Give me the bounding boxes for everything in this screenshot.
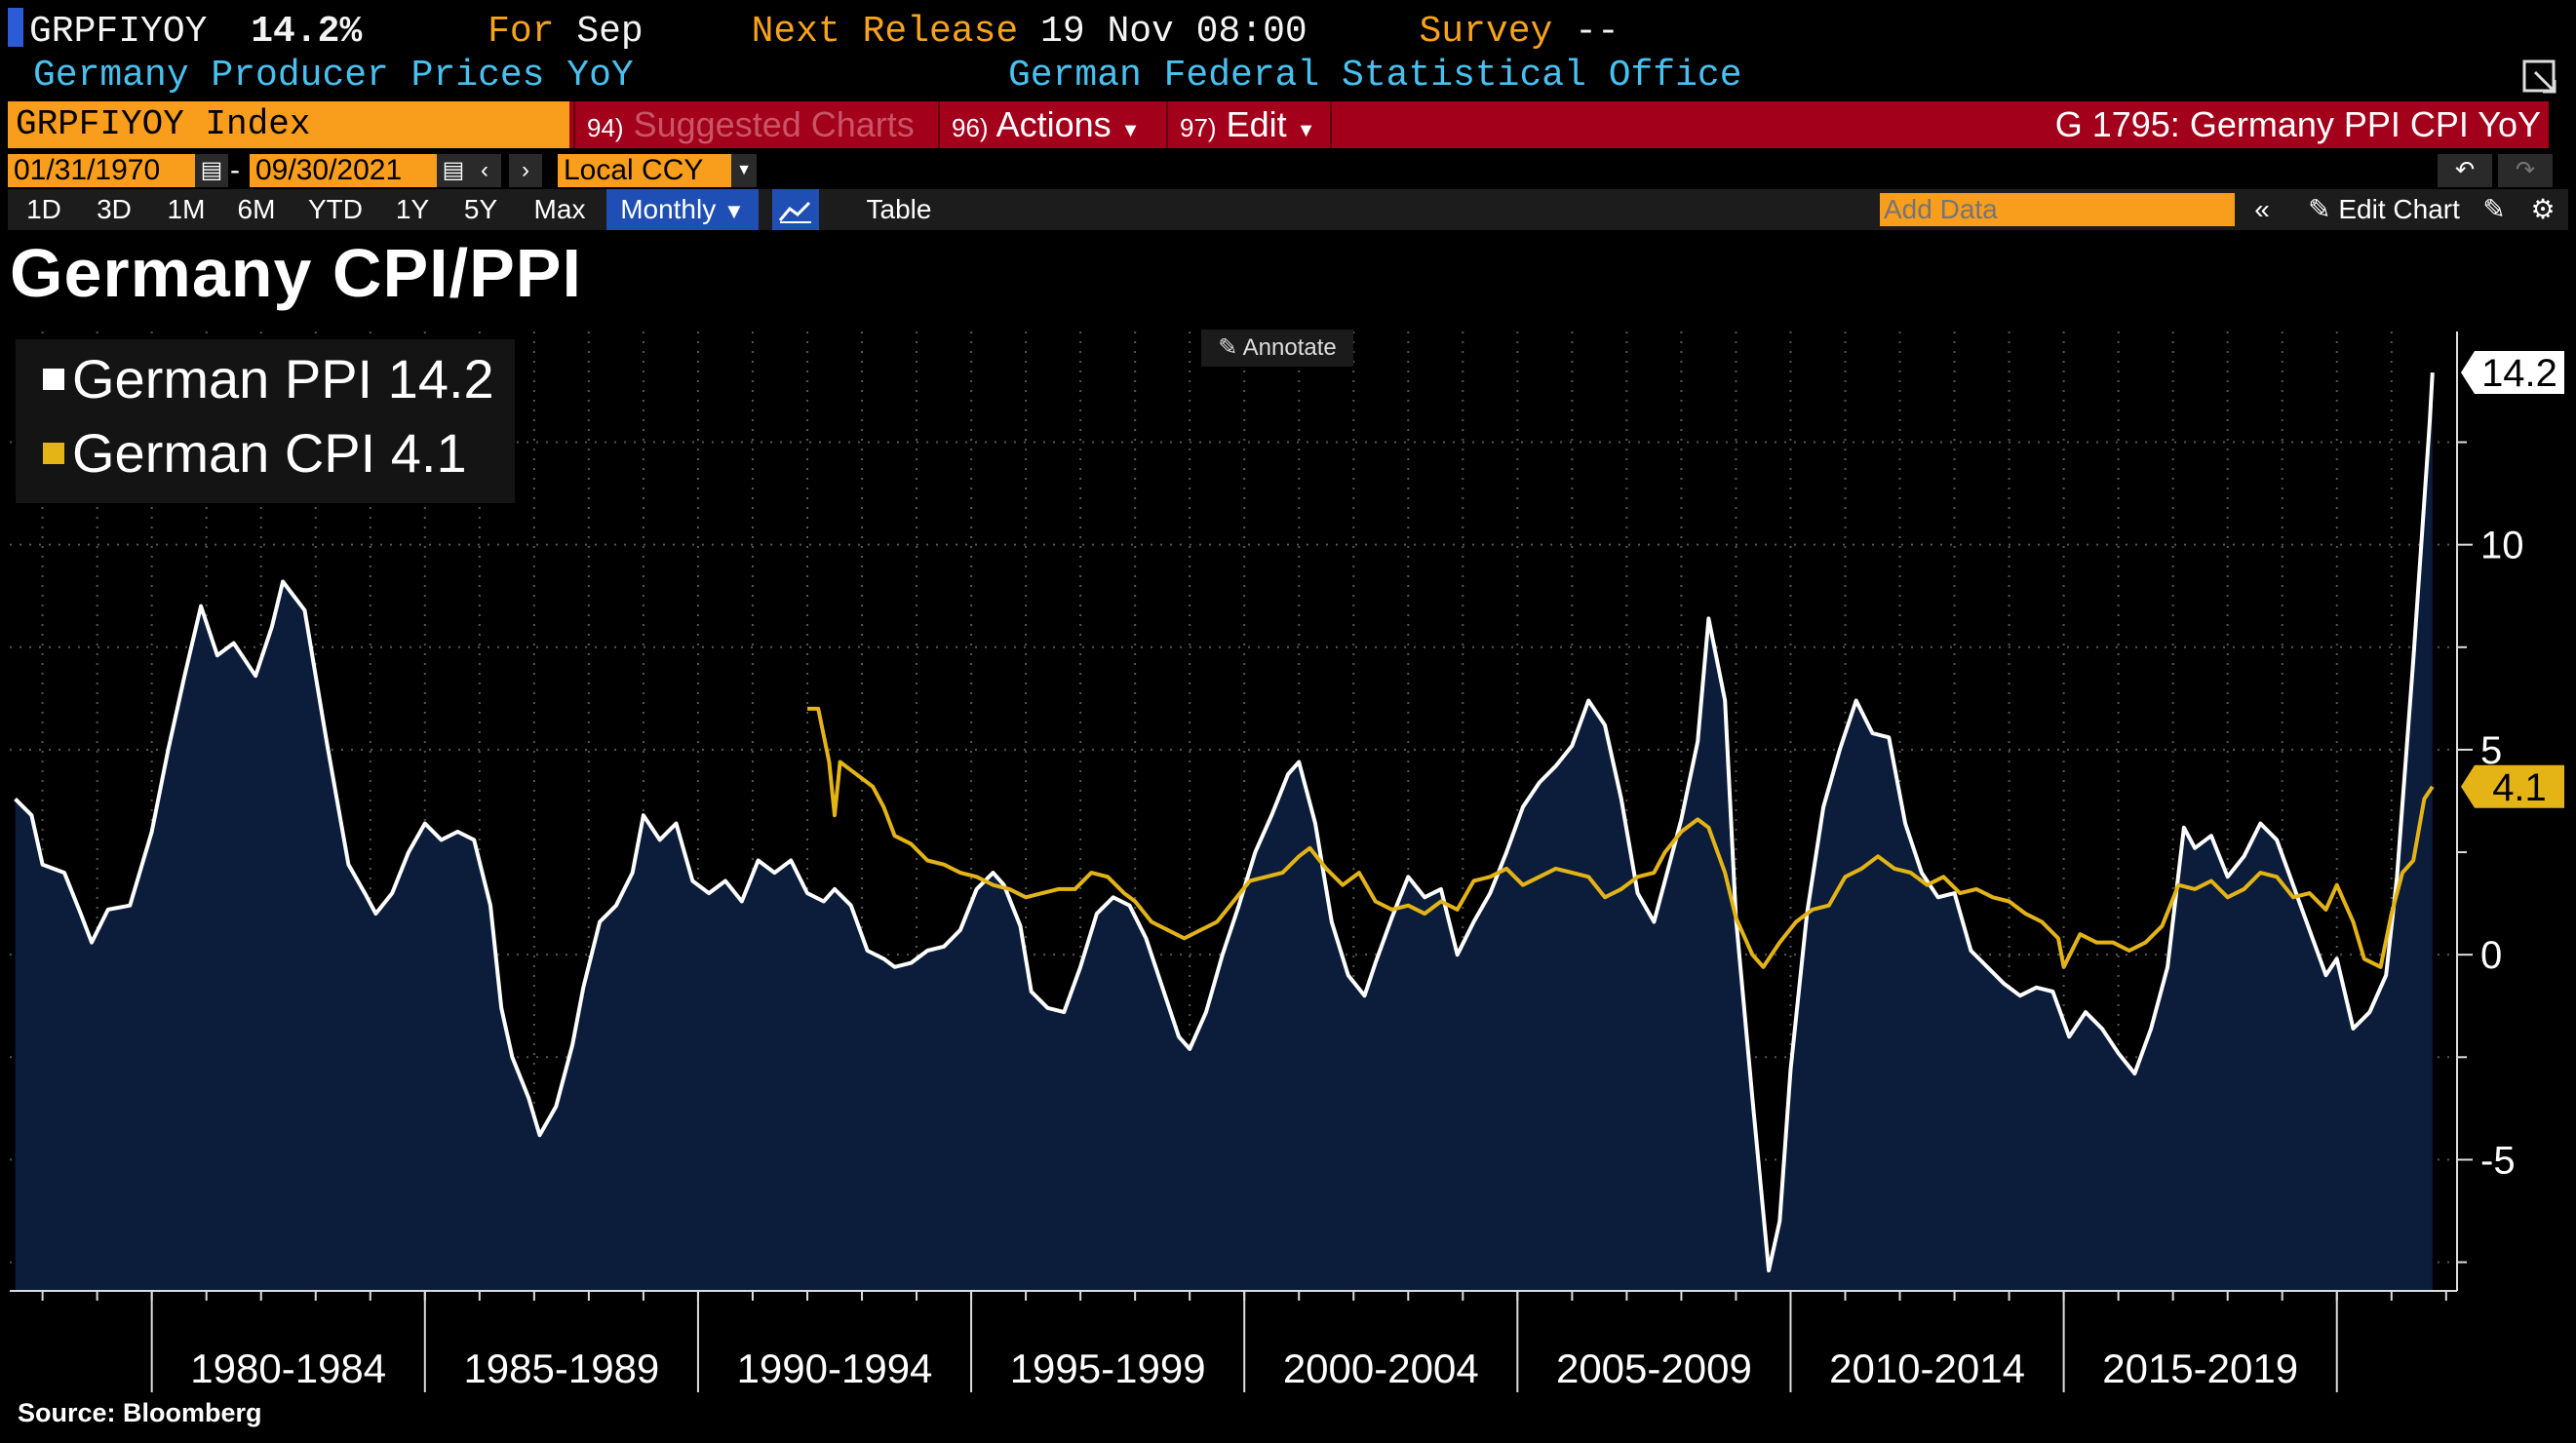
suggested-charts-menu[interactable]: 94) Suggested Charts [573,101,936,148]
next-release-label: Next Release [751,11,1019,53]
survey-label: Survey [1419,11,1553,53]
legend-item-ppi[interactable]: German PPI 14.2 [43,347,494,410]
chart-axes: 1980-1984 1985-1989 1990-1994 1995-1999 2000… [10,332,2564,1392]
period-5y[interactable]: 5Y [463,194,498,224]
period-max[interactable]: Max [533,194,586,224]
ppi-last-value-tag-text: 14.2 [2481,352,2557,395]
period-1d[interactable]: 1D [26,194,61,224]
collapse-icon[interactable]: « [2254,194,2270,224]
y-tick-label: 5 [2480,729,2502,772]
survey-value: -- [1575,11,1620,53]
end-calendar-icon[interactable]: ▤ [437,154,470,187]
period-3d[interactable]: 3D [97,194,132,224]
last-value: 14.2% [251,11,363,53]
cpi-swatch [43,443,64,464]
currency-caret-icon[interactable]: ▼ [731,154,757,187]
source-note: Source: Bloomberg [18,1398,262,1427]
security-header: GRPFIYOY 14.2% For Sep Next Release 19 N… [8,8,1620,53]
annotate-pencil-icon: ✎ [1218,334,1238,361]
chart-legend: German PPI 14.2 German CPI 4.1 [16,339,515,503]
undo-icon[interactable]: ↶ [2438,154,2492,187]
actions-caret-icon: ▼ [1120,120,1141,141]
prev-period-icon[interactable]: ‹ [468,154,501,187]
index-field[interactable]: GRPFIYOY Index [8,101,569,148]
edit-chart-button[interactable]: ✎ Edit Chart [2297,189,2471,230]
actions-menu[interactable]: 96) Actions ▼ [938,101,1164,148]
end-date-field[interactable]: 09/30/2021 [250,154,437,187]
settings-gear-icon[interactable]: ⚙ [2530,194,2556,224]
add-data-input[interactable] [1880,193,2235,226]
cpi-last-value-tag-text: 4.1 [2492,766,2547,809]
period-1y[interactable]: 1Y [395,194,430,224]
annotate-label: Annotate [1242,334,1337,361]
line-chart-icon[interactable] [772,189,819,230]
y-tick-label: -5 [2480,1139,2516,1182]
x-tick-label: 1995-1999 [1010,1346,1206,1391]
edit-icon[interactable]: ✎ [2482,194,2506,224]
pencil-icon: ✎ [2308,194,2331,224]
edit-menu[interactable]: 97) Edit ▼ [1166,101,1332,148]
frequency-caret-icon: ▼ [723,199,745,223]
security-marker-icon [8,8,23,47]
ppi-area-fill [15,372,2433,1292]
ticker[interactable]: GRPFIYOY [29,11,208,53]
x-tick-label: 2005-2009 [1556,1346,1752,1391]
start-date-field[interactable]: 01/31/1970 [8,154,195,187]
date-separator: - [230,154,240,186]
cpi-last-value-tag: 4.1 [2461,764,2564,809]
redo-icon[interactable]: ↷ [2498,154,2553,187]
legend-cpi-name: German CPI [72,422,376,484]
source-organization[interactable]: German Federal Statistical Office [1008,55,1742,97]
annotate-button[interactable]: ✎ Annotate [1201,330,1353,367]
next-period-icon[interactable]: › [509,154,542,187]
ppi-swatch [43,369,64,390]
frequency-label: Monthly [620,194,717,224]
frequency-select[interactable]: Monthly ▼ [606,189,759,230]
cpi-last-value-tag-shape [2461,764,2564,808]
x-tick-label: 1980-1984 [190,1346,386,1391]
y-tick-label: 0 [2480,934,2502,977]
x-tick-label: 2000-2004 [1283,1346,1479,1391]
edit-number: 97) [1180,113,1217,142]
legend-ppi-value: 14.2 [387,348,494,410]
table-button[interactable]: Table [866,194,932,224]
next-release-value: 19 Nov 08:00 [1040,11,1308,53]
suggested-charts-number: 94) [587,113,624,142]
currency-select[interactable]: Local CCY [558,154,733,187]
period-6m[interactable]: 6M [237,194,276,224]
y-tick-label: 10 [2480,525,2524,567]
cpi-series-line [807,706,2435,969]
legend-cpi-value: 4.1 [390,422,467,484]
security-description: Germany Producer Prices YoY [33,55,634,97]
for-label: For [488,11,555,53]
x-tick-label: 2010-2014 [1829,1346,2025,1391]
popout-icon[interactable] [2521,58,2556,94]
chart-title: Germany CPI/PPI [10,235,582,311]
ppi-last-value-tag: 14.2 [2461,351,2564,395]
period-ytd[interactable]: YTD [308,194,363,224]
actions-label: Actions [995,104,1112,144]
legend-item-cpi[interactable]: German CPI 4.1 [43,421,467,485]
x-tick-label: 1990-1994 [737,1346,933,1391]
ppi-series-line [14,371,2435,1272]
start-calendar-icon[interactable]: ▤ [195,154,228,187]
edit-label: Edit [1226,104,1287,144]
x-tick-label: 2015-2019 [2102,1346,2298,1391]
edit-chart-label: Edit Chart [2338,194,2460,224]
legend-ppi-name: German PPI [72,348,373,410]
edit-caret-icon: ▼ [1296,120,1316,141]
x-tick-label: 1985-1989 [463,1346,659,1391]
period-1m[interactable]: 1M [167,194,206,224]
actions-number: 96) [952,113,989,142]
suggested-charts-label: Suggested Charts [633,104,915,144]
ppi-last-value-tag-shape [2461,351,2564,395]
chart-id: G 1795: Germany PPI CPI YoY [2054,104,2541,144]
for-value: Sep [576,11,644,53]
